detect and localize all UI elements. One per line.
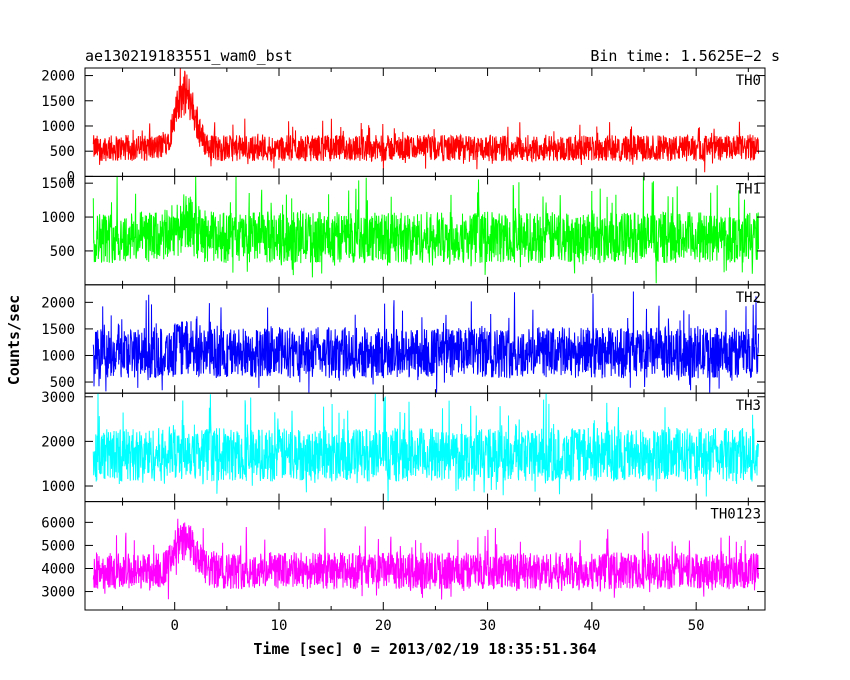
- y-tick-label: 500: [50, 375, 75, 391]
- y-tick-label: 2000: [41, 69, 75, 85]
- y-tick-label: 2000: [41, 434, 75, 450]
- panel-th3: 1000 2000 3000 TH3: [41, 390, 766, 503]
- x-tick-label: 0: [170, 618, 178, 634]
- panel-th2: 500 1000 1500 2000 TH2: [41, 284, 766, 394]
- y-tick-label: 1000: [41, 348, 75, 364]
- y-axis-label: Counts/sec: [5, 295, 23, 385]
- x-tick-label: 50: [688, 618, 705, 634]
- panel-th1: 500 1000 1500 TH1: [41, 175, 766, 286]
- y-tick-label: 1000: [41, 210, 75, 226]
- bin-time-label: Bin time: 1.5625E−2 s: [590, 47, 780, 65]
- y-tick-label: 5000: [41, 538, 75, 554]
- x-axis-label: Time [sec] 0 = 2013/02/19 18:35:51.364: [253, 640, 596, 658]
- series-line-th1: [92, 176, 759, 284]
- x-tick-label: 40: [583, 618, 600, 634]
- series-line-th2: [92, 291, 759, 394]
- panel-th0: 0 500 1000 1500 2000 TH0: [41, 67, 766, 185]
- chart-title: ae130219183551_wam0_bst: [85, 47, 293, 65]
- y-tick-label: 3000: [41, 585, 75, 601]
- y-tick-label: 0: [67, 169, 75, 185]
- y-tick-label: 500: [50, 144, 75, 160]
- panel-label: TH3: [736, 398, 761, 414]
- panel-label: TH1: [736, 181, 761, 197]
- series-line-th0123: [92, 518, 759, 600]
- panel-label: TH2: [736, 290, 761, 306]
- y-tick-label: 2000: [41, 295, 75, 311]
- x-tick-label: 20: [375, 618, 392, 634]
- y-tick-label: 1500: [41, 322, 75, 338]
- y-tick-label: 3000: [41, 390, 75, 406]
- y-tick-label: 1000: [41, 479, 75, 495]
- y-tick-label: 500: [50, 244, 75, 260]
- y-tick-label: 1500: [41, 94, 75, 110]
- y-tick-label: 1500: [41, 176, 75, 192]
- y-tick-label: 6000: [41, 515, 75, 531]
- panel-label: TH0: [736, 73, 761, 89]
- x-tick-label: 10: [271, 618, 288, 634]
- x-tick-label: 30: [479, 618, 496, 634]
- series-line-th3: [92, 393, 759, 502]
- y-tick-label: 4000: [41, 561, 75, 577]
- panel-frame: [84, 501, 766, 611]
- panel-th0123: 3000 4000 5000 6000 TH0123: [41, 501, 766, 611]
- panel-label: TH0123: [710, 507, 761, 523]
- series-line-th0: [92, 67, 759, 173]
- y-tick-label: 1000: [41, 119, 75, 135]
